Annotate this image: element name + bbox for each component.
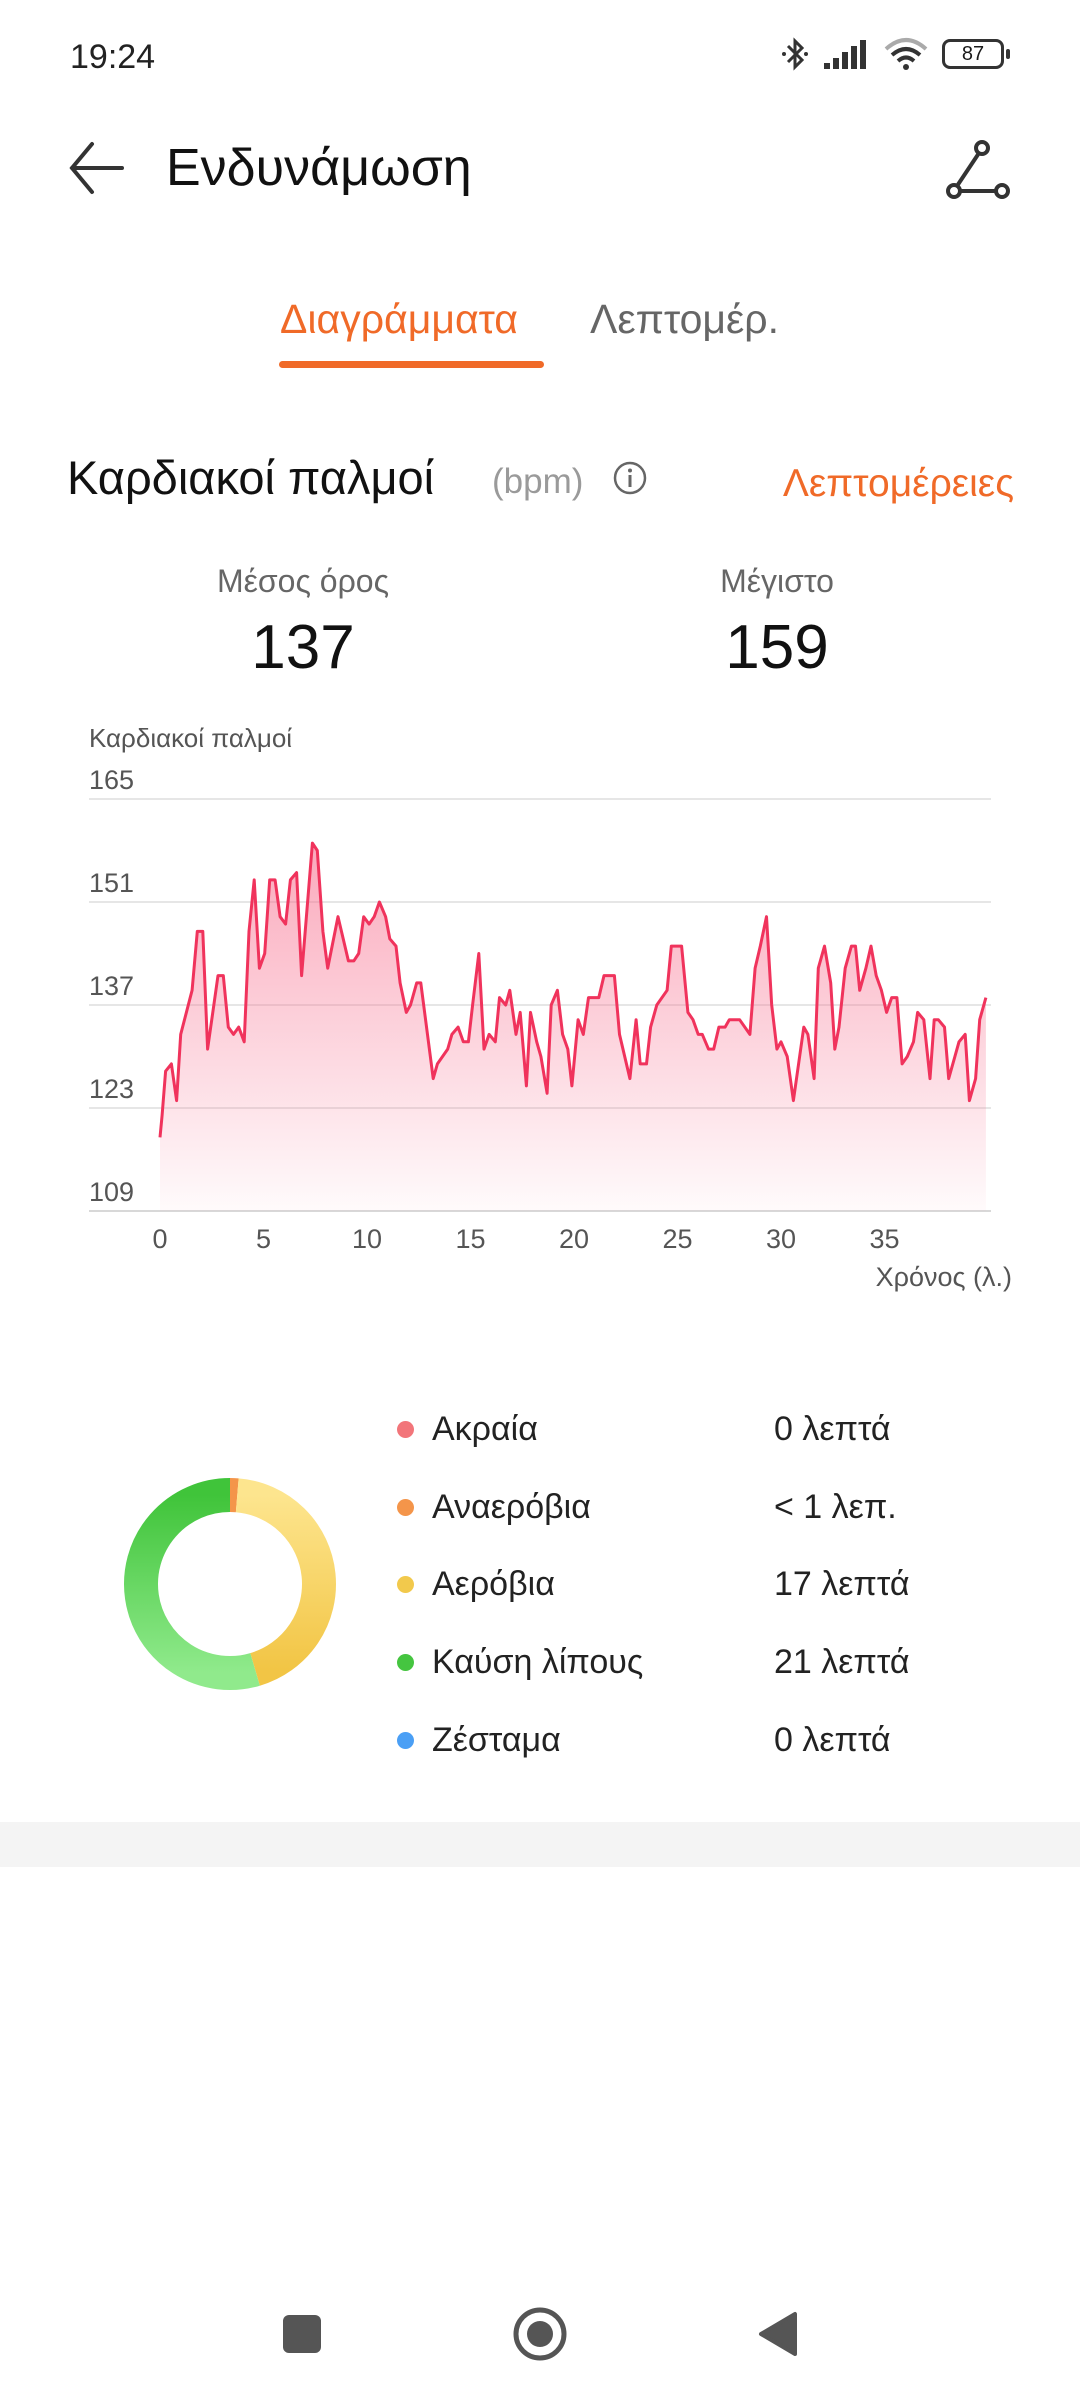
heart-rate-area: [160, 843, 986, 1211]
x-tick-label: 10: [352, 1224, 382, 1254]
legend-item-aerobic: Αερόβια 17 λεπτά: [0, 1555, 1080, 1615]
legend-item-warmup: Ζέσταμα 0 λεπτά: [0, 1711, 1080, 1771]
anaerobic-zone-dot: [397, 1499, 414, 1516]
legend-value: 0 λεπτά: [774, 1721, 891, 1759]
page-title: Ενδυνάμωση: [166, 139, 472, 197]
back-nav-button[interactable]: [755, 2310, 799, 2358]
fat-burn-segment: [124, 1478, 260, 1690]
legend-value: 17 λεπτά: [774, 1565, 910, 1603]
average-label: Μέσος όρος: [217, 563, 389, 599]
section-title: Καρδιακοί παλμοί: [67, 451, 435, 504]
extreme-zone-dot: [397, 1421, 414, 1438]
arrow-left-icon[interactable]: [66, 140, 126, 196]
y-tick-label: 137: [89, 971, 134, 1001]
y-tick-label: 165: [89, 765, 134, 795]
legend-value: 0 λεπτά: [774, 1410, 891, 1448]
heart-rate-zones-donut: [124, 1478, 336, 1690]
section-unit: (bpm): [492, 462, 584, 501]
bluetooth-icon: [782, 37, 808, 71]
max-label: Μέγιστο: [720, 563, 834, 599]
aerobic-zone-dot: [397, 1576, 414, 1593]
legend-label: Ζέσταμα: [432, 1721, 561, 1759]
legend-label: Ακραία: [432, 1410, 538, 1448]
legend-label: Καύση λίπους: [432, 1643, 644, 1681]
signal-icon: [824, 40, 866, 69]
average-value: 137: [251, 613, 355, 682]
x-tick-label: 0: [152, 1224, 167, 1254]
wifi-icon: [884, 38, 928, 70]
details-link[interactable]: Λεπτομέρειες: [782, 462, 1014, 505]
x-tick-label: 20: [559, 1224, 589, 1254]
battery-level: 87: [961, 42, 985, 65]
status-icons: 87: [780, 36, 1010, 72]
active-tab-indicator: [279, 361, 544, 368]
legend-label: Αερόβια: [432, 1565, 555, 1603]
max-value: 159: [725, 613, 829, 682]
x-tick-label: 5: [256, 1224, 271, 1254]
x-tick-label: 30: [766, 1224, 796, 1254]
x-tick-label: 25: [662, 1224, 692, 1254]
tab-charts[interactable]: Διαγράμματα: [280, 296, 518, 342]
section-divider: [0, 1822, 1080, 1867]
legend-item-extreme: Ακραία 0 λεπτά: [0, 1400, 1080, 1460]
home-button[interactable]: [512, 2306, 568, 2362]
legend-label: Αναερόβια: [432, 1488, 591, 1526]
fat-burn-zone-dot: [397, 1654, 414, 1671]
y-axis-title: Καρδιακοί παλμοί: [89, 723, 292, 753]
status-time: 19:24: [70, 38, 156, 76]
info-icon[interactable]: [612, 460, 648, 496]
x-tick-label: 15: [455, 1224, 485, 1254]
legend-value: 21 λεπτά: [774, 1643, 910, 1681]
legend-item-anaerobic: Αναερόβια < 1 λεπ.: [0, 1478, 1080, 1538]
battery-icon: 87: [942, 39, 1010, 69]
heart-rate-line: [158, 841, 988, 1138]
y-tick-label: 123: [89, 1074, 134, 1104]
y-tick-label: 109: [89, 1177, 134, 1207]
aerobic-segment: [235, 1478, 336, 1686]
heart-rate-chart: Καρδιακοί παλμοί 165 151 137 123 109 0 5 10 15 2…: [89, 723, 1012, 1292]
route-share-icon[interactable]: [944, 136, 1014, 206]
warmup-zone-dot: [397, 1732, 414, 1749]
legend-value: < 1 λεπ.: [774, 1488, 897, 1526]
x-tick-label: 35: [869, 1224, 899, 1254]
recents-button[interactable]: [283, 2315, 321, 2353]
x-axis-title: Χρόνος (λ.): [876, 1262, 1012, 1292]
legend-item-fat-burn: Καύση λίπους 21 λεπτά: [0, 1633, 1080, 1693]
tab-details[interactable]: Λεπτομέρ.: [590, 296, 779, 342]
y-tick-label: 151: [89, 868, 134, 898]
